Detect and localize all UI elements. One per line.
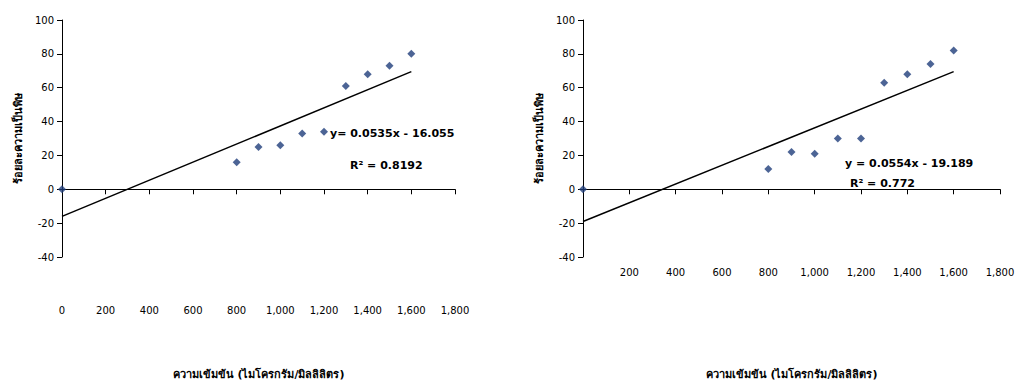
svg-text:ความเข้มข้น (ไมโครกรัม/มิลลิลิ: ความเข้มข้น (ไมโครกรัม/มิลลิลิตร) [173,367,345,381]
svg-text:800: 800 [759,267,778,278]
svg-text:R² = 0.772: R² = 0.772 [850,177,915,190]
svg-text:1,400: 1,400 [893,267,922,278]
svg-text:80: 80 [41,48,54,59]
svg-text:1,800: 1,800 [986,267,1015,278]
svg-text:ความเข้มข้น (ไมโครกรัม/มิลลิลิ: ความเข้มข้น (ไมโครกรัม/มิลลิลิตร) [706,367,878,381]
svg-text:80: 80 [562,48,575,59]
svg-text:600: 600 [712,267,731,278]
svg-text:1,800: 1,800 [441,305,470,316]
svg-text:-40: -40 [559,252,575,263]
svg-text:-20: -20 [559,218,575,229]
svg-text:ร้อยละความเป็นพิษ: ร้อยละความเป็นพิษ [532,92,546,184]
svg-text:100: 100 [35,15,54,26]
svg-text:1,200: 1,200 [310,305,339,316]
svg-text:R² = 0.8192: R² = 0.8192 [350,159,423,172]
svg-text:-20: -20 [38,218,54,229]
svg-text:800: 800 [227,305,246,316]
svg-text:y = 0.0554x - 19.189: y = 0.0554x - 19.189 [845,157,973,170]
svg-text:20: 20 [41,150,54,161]
svg-text:1,000: 1,000 [266,305,295,316]
svg-text:y= 0.0535x - 16.055: y= 0.0535x - 16.055 [330,127,454,140]
svg-text:400: 400 [140,305,159,316]
svg-text:1,600: 1,600 [397,305,426,316]
svg-text:40: 40 [41,116,54,127]
svg-text:600: 600 [183,305,202,316]
svg-text:60: 60 [562,82,575,93]
svg-text:0: 0 [48,184,54,195]
svg-text:40: 40 [562,116,575,127]
svg-text:200: 200 [620,267,639,278]
svg-text:1,400: 1,400 [353,305,382,316]
svg-text:200: 200 [96,305,115,316]
svg-text:1,600: 1,600 [939,267,968,278]
svg-text:0: 0 [59,305,65,316]
svg-text:0: 0 [569,184,575,195]
svg-text:100: 100 [556,15,575,26]
svg-text:1,200: 1,200 [847,267,876,278]
svg-text:ร้อยละความเป็นพิษ: ร้อยละความเป็นพิษ [11,92,25,184]
svg-text:400: 400 [666,267,685,278]
svg-text:-40: -40 [38,252,54,263]
svg-text:60: 60 [41,82,54,93]
svg-text:1,000: 1,000 [800,267,829,278]
svg-text:20: 20 [562,150,575,161]
